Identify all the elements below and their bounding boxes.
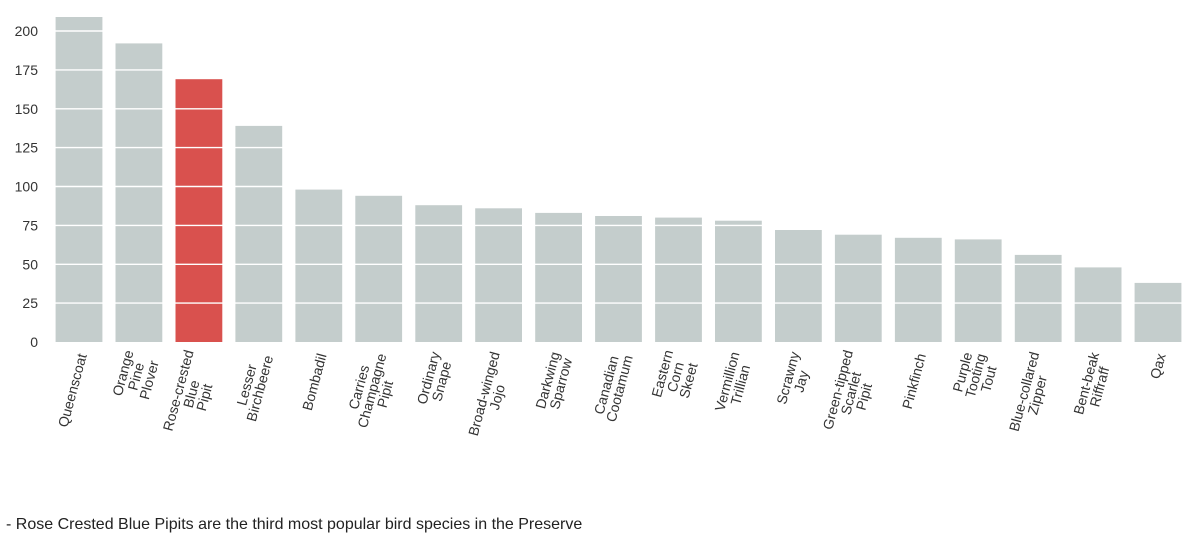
bar-queenscoat	[55, 17, 103, 342]
bar-darkwing-sparrow	[535, 212, 582, 342]
bar-carries-champagne-pipit	[355, 195, 403, 342]
bar-purple-tooting-tout	[954, 239, 1002, 342]
y-tick-label: 175	[15, 62, 39, 78]
y-tick-label: 75	[22, 217, 38, 233]
y-tick-label: 25	[22, 295, 38, 311]
x-tick-label: ScrawnyJay	[773, 350, 815, 410]
annotation-note: - Rose Crested Blue Pipits are the third…	[6, 516, 583, 533]
bar-broad-winged-jojo	[475, 208, 522, 342]
x-tick-label: PurpleTootingTout	[949, 348, 1002, 403]
bar-chart: 0 25 50 75 100 125 150 175 200 Queenscoat OrangeP…	[14, 17, 1188, 441]
x-tick-label: Qax	[1147, 352, 1169, 381]
bar-blue-collared-zipper	[1014, 254, 1062, 342]
x-tick-label: Blue-collaredZipper	[1006, 350, 1056, 437]
gridlines-group	[49, 30, 1188, 304]
y-tick-label: 0	[30, 334, 38, 350]
x-tick-label: Rose-crestedBluePipit	[160, 348, 223, 440]
bar-orange-pine-plover	[115, 43, 163, 343]
bar-qax	[1134, 282, 1182, 342]
y-tick-label: 200	[15, 23, 39, 39]
bar-scrawny-jay	[775, 230, 822, 342]
y-tick-label: 50	[22, 256, 38, 272]
bar-green-tipped-scarlet-pipit	[834, 234, 882, 342]
x-tick-label: Bent-beakRiffraff	[1070, 349, 1115, 419]
x-tick-label: VermillionTrillian	[711, 350, 755, 416]
x-tick-label: OrangePinePlover	[109, 348, 163, 404]
bar-eastern-corn-skeet	[655, 217, 702, 342]
bar-ordinary-snape	[415, 205, 463, 342]
y-tick-label: 100	[15, 179, 39, 195]
x-tick-label: EasternCornSkeet	[648, 348, 702, 406]
bars-group	[55, 17, 1182, 343]
x-tick-label: DarkwingSparrow	[532, 350, 576, 414]
x-tick-label: Green-tippedScarletPipit	[819, 348, 882, 438]
bar-lesser-birchbeere	[235, 125, 283, 343]
x-tick-label: OrdinarySnape	[414, 350, 456, 410]
bar-bent-beak-riffraff	[1074, 267, 1122, 342]
bar-canadian-cootamum	[595, 216, 642, 342]
bar-vermillion-trillian	[715, 220, 762, 342]
y-tick-label: 125	[15, 140, 39, 156]
bar-bombadil	[295, 189, 343, 342]
x-tick-label: Pinkfinch	[899, 352, 929, 411]
x-tick-label: LesserBirchbeere	[230, 350, 276, 423]
bar-pinkfinch	[894, 237, 942, 342]
x-tick-label: Bombadil	[299, 352, 330, 413]
x-tick-label: CarriesChampagnePipit	[341, 348, 402, 433]
x-tick-label: CanadianCootamum	[590, 350, 636, 424]
y-tick-label: 150	[15, 101, 39, 117]
y-axis-ticks: 0 25 50 75 100 125 150 175 200	[15, 23, 39, 350]
bar-rose-crested-blue-pipit	[175, 79, 223, 342]
x-tick-label: Queenscoat	[55, 352, 90, 429]
x-tick-label: Broad-wingedJojo	[465, 350, 516, 441]
x-axis-labels: Queenscoat OrangePinePloverRose-crestedBl…	[55, 348, 1169, 441]
